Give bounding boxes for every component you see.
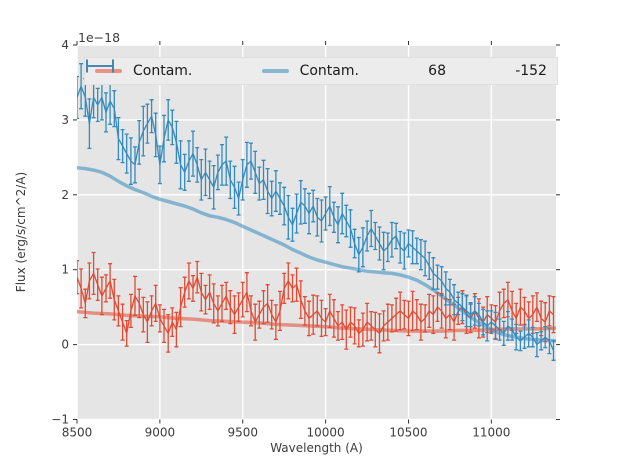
errorbar-dataline — [77, 84, 555, 351]
legend-label: -152 — [515, 63, 547, 79]
legend-line-swatch-icon — [261, 69, 289, 73]
y-axis-offset-label: 1e−18 — [78, 30, 121, 45]
x-tick-label: 9500 — [227, 426, 258, 440]
x-tick-label: 10000 — [307, 426, 345, 440]
legend-label: Contam. — [299, 63, 359, 79]
legend-line-swatch-icon — [95, 69, 122, 73]
plot-background — [77, 45, 556, 420]
legend: Contam. Contam. 68 -152 — [84, 57, 558, 85]
y-axis-label: Flux (erg/s/cm^2/A) — [14, 171, 28, 293]
x-tick-label: 9000 — [145, 426, 176, 440]
errorbar-series--152 — [77, 63, 556, 361]
legend-entry: 68 — [86, 59, 446, 79]
y-tick-label: 3 — [61, 113, 69, 127]
legend-label: Contam. — [133, 63, 193, 79]
legend-entry: Contam. — [95, 64, 192, 78]
y-tick-label: 4 — [61, 38, 69, 52]
y-tick-label: 2 — [61, 188, 69, 202]
legend-errorbar-swatch-icon — [86, 59, 114, 73]
x-axis-label: Wavelength (A) — [270, 441, 363, 455]
y-tick-label: 1 — [61, 263, 69, 277]
x-tick-label: 10500 — [389, 426, 427, 440]
y-tick-label: 0 — [61, 338, 69, 352]
legend-label: 68 — [428, 63, 446, 79]
x-tick-label: 8500 — [62, 426, 93, 440]
legend-entry: Contam. — [261, 63, 359, 79]
x-tick-label: 11000 — [472, 426, 510, 440]
legend-entry: -152 — [86, 59, 547, 79]
y-tick-label: −1 — [51, 413, 69, 427]
